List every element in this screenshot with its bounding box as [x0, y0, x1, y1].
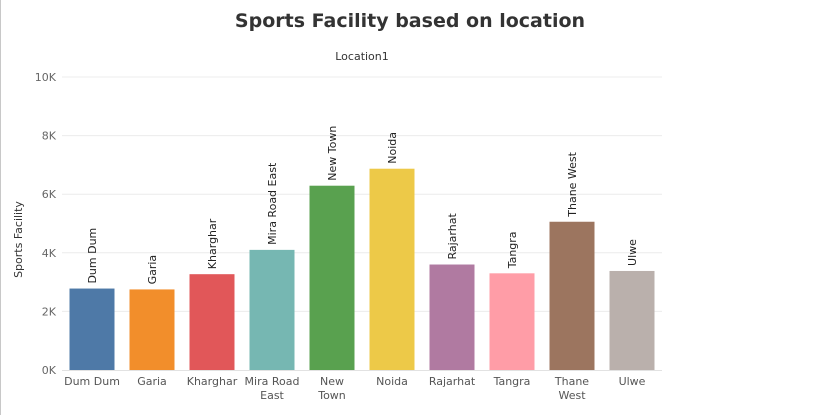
x-category-label: Tangra [493, 375, 531, 388]
bar-label: Dum Dum [86, 228, 99, 284]
bar [69, 288, 115, 370]
bar-label: Garia [146, 255, 159, 285]
y-tick-label: 10K [35, 71, 57, 84]
bars [69, 168, 655, 370]
bar [489, 273, 535, 370]
bar [609, 270, 655, 370]
x-category-label: Dum Dum [64, 375, 120, 388]
bar [129, 289, 175, 370]
y-tick-label: 0K [42, 364, 57, 377]
x-axis-categories: Dum Dum Garia Kharghar Mira Road East New Town… [64, 375, 646, 402]
bar [309, 185, 355, 370]
x-category-label: Thane West [554, 375, 589, 402]
bar [369, 168, 415, 370]
bar [249, 249, 295, 370]
bar-label: Rajarhat [446, 213, 459, 260]
y-tick-label: 4K [42, 247, 57, 260]
y-tick-label: 2K [42, 305, 57, 318]
y-axis-title: Sports Facility [12, 201, 25, 278]
bar [549, 221, 595, 370]
chart-title: Sports Facility based on location [234, 10, 586, 32]
x-category-label: New Town [317, 375, 346, 402]
left-border [0, 0, 1, 415]
bar-label: Tangra [506, 231, 519, 269]
x-category-label: Kharghar [187, 375, 238, 388]
bar-label: Ulwe [626, 239, 639, 266]
bar-label: Thane West [566, 151, 579, 217]
bar-label: Kharghar [206, 218, 219, 269]
x-category-label: Rajarhat [429, 375, 476, 388]
bar-label: New Town [326, 126, 339, 181]
y-axis-ticks: 0K 2K 4K 6K 8K 10K [35, 71, 57, 377]
bar [189, 274, 235, 370]
bar-label: Noida [386, 132, 399, 164]
bar [429, 264, 475, 370]
column-header: Location1 [335, 50, 389, 63]
y-tick-label: 8K [42, 130, 57, 143]
bar-label: Mira Road East [266, 162, 279, 245]
bar-labels: Dum Dum Garia Kharghar Mira Road East New To… [86, 126, 639, 285]
x-category-label: Garia [137, 375, 167, 388]
x-category-label: Mira Road East [245, 375, 300, 402]
y-tick-label: 6K [42, 188, 57, 201]
x-category-label: Noida [376, 375, 408, 388]
x-category-label: Ulwe [619, 375, 646, 388]
